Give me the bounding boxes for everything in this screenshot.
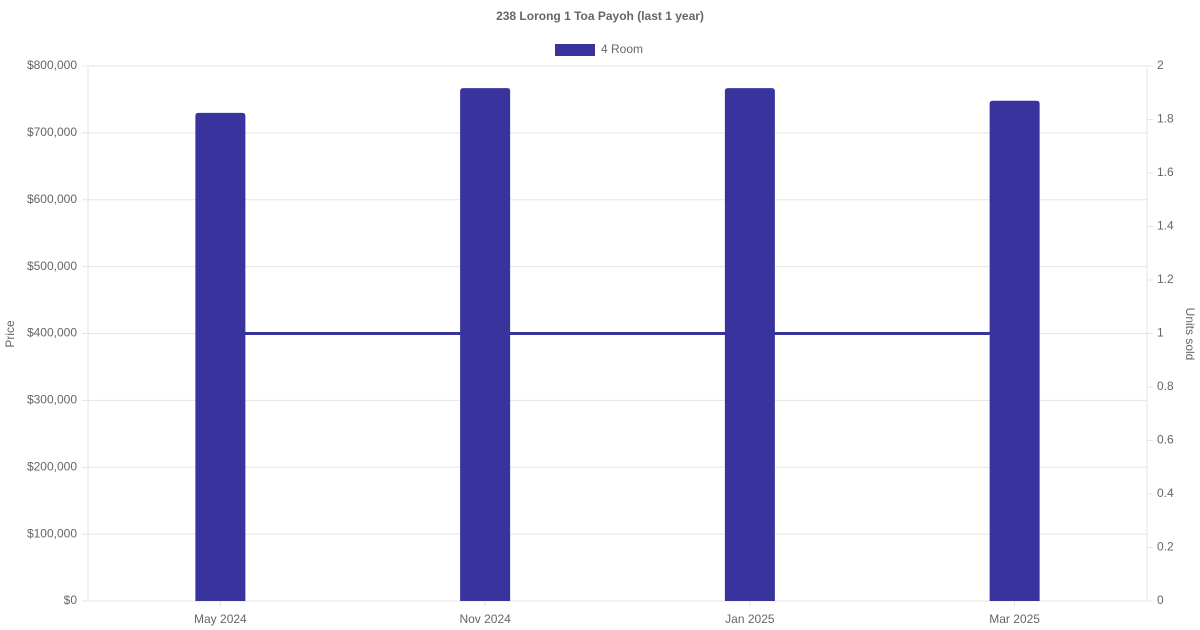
x-tick-label: May 2024 <box>194 612 247 626</box>
y2-tick-label: 1.6 <box>1157 165 1174 179</box>
x-tick-label: Nov 2024 <box>459 612 511 626</box>
y2-axis-title: Units sold <box>1183 308 1197 361</box>
y2-tick-label: 0.4 <box>1157 486 1174 500</box>
bar <box>460 88 511 602</box>
chart-title: 238 Lorong 1 Toa Payoh (last 1 year) <box>496 9 704 23</box>
y-tick-label: $600,000 <box>27 192 77 206</box>
bar <box>195 112 246 601</box>
y2-tick-label: 1.4 <box>1157 219 1174 233</box>
x-tick-label: Mar 2025 <box>989 612 1040 626</box>
legend-swatch <box>555 44 595 56</box>
y2-tick-label: 0.8 <box>1157 379 1174 393</box>
y-tick-label: $500,000 <box>27 259 77 273</box>
legend-label: 4 Room <box>601 42 643 56</box>
y2-tick-label: 1.2 <box>1157 272 1174 286</box>
y-tick-label: $100,000 <box>27 526 77 540</box>
y-tick-label: $700,000 <box>27 125 77 139</box>
y-tick-label: $400,000 <box>27 326 77 340</box>
y2-tick-label: 0.6 <box>1157 433 1174 447</box>
y-tick-label: $0 <box>64 593 78 607</box>
y2-tick-label: 2 <box>1157 58 1164 72</box>
bar <box>989 100 1040 602</box>
y-tick-label: $800,000 <box>27 58 77 72</box>
x-tick-label: Jan 2025 <box>725 612 775 626</box>
y2-tick-label: 1 <box>1157 326 1164 340</box>
y2-tick-label: 0 <box>1157 593 1164 607</box>
bar <box>724 88 775 602</box>
y-axis-title: Price <box>3 320 17 348</box>
y-tick-label: $300,000 <box>27 393 77 407</box>
y-tick-label: $200,000 <box>27 459 77 473</box>
y2-tick-label: 1.8 <box>1157 112 1174 126</box>
y2-tick-label: 0.2 <box>1157 540 1174 554</box>
